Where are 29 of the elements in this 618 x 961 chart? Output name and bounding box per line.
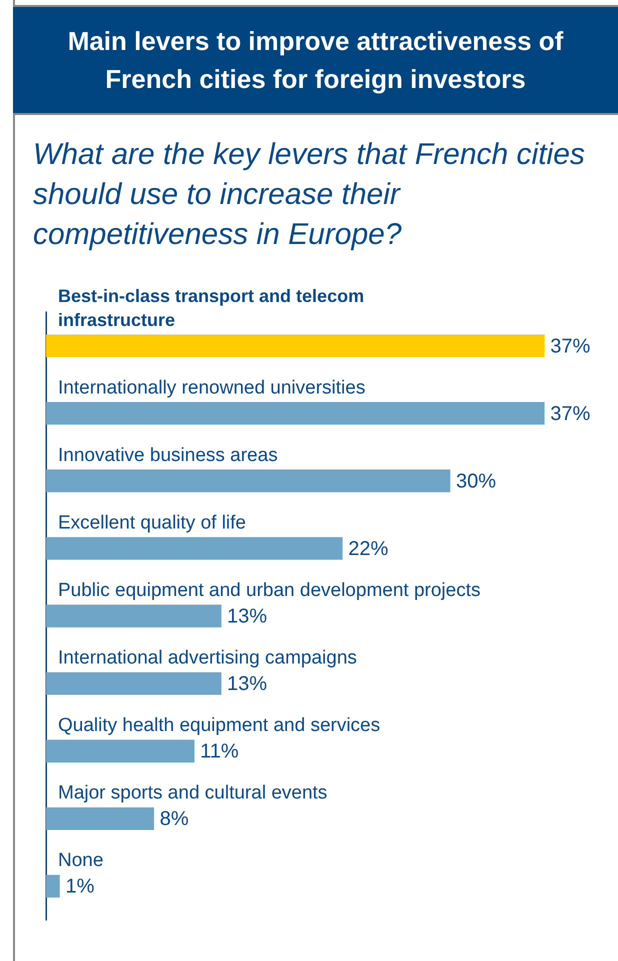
bar [46, 470, 450, 492]
chart-subtitle: What are the key levers that French cities should use to increase their competitiveness in Europe? [33, 137, 586, 253]
bar [46, 874, 60, 898]
data-label: 30% [456, 470, 496, 492]
data-label: 13% [227, 673, 268, 696]
data-label: 11% [200, 740, 239, 763]
y-tick-label: Quality health equipment and services [58, 715, 380, 736]
y-tick-label: International advertising campaigns [58, 648, 357, 669]
bar [46, 537, 343, 560]
chart-title: Main levers to improve attractiveness of French cities for foreign investors [66, 25, 564, 96]
data-label: 13% [227, 606, 268, 628]
y-tick-label: Excellent quality of life [58, 512, 246, 534]
y-tick-label: None [58, 850, 104, 872]
y-tick-label: Public equipment and urban development projects [58, 580, 480, 601]
data-label: 22% [348, 538, 388, 560]
y-tick-label: Internationally renowned universities [58, 377, 366, 398]
data-label: 1% [65, 876, 95, 898]
bar [46, 740, 194, 762]
bar [46, 402, 545, 425]
y-tick-label: Innovative business areas [58, 444, 278, 466]
y-tick-label: Best-in-class transport and telecom infrastructure [58, 286, 364, 330]
data-label: 37% [550, 402, 590, 425]
bar [46, 334, 545, 358]
data-label: 8% [160, 808, 189, 830]
y-tick-label: Major sports and cultural events [58, 782, 328, 804]
bar [46, 807, 154, 830]
bar [46, 672, 222, 695]
bar [46, 604, 222, 628]
data-label: 37% [550, 335, 590, 358]
